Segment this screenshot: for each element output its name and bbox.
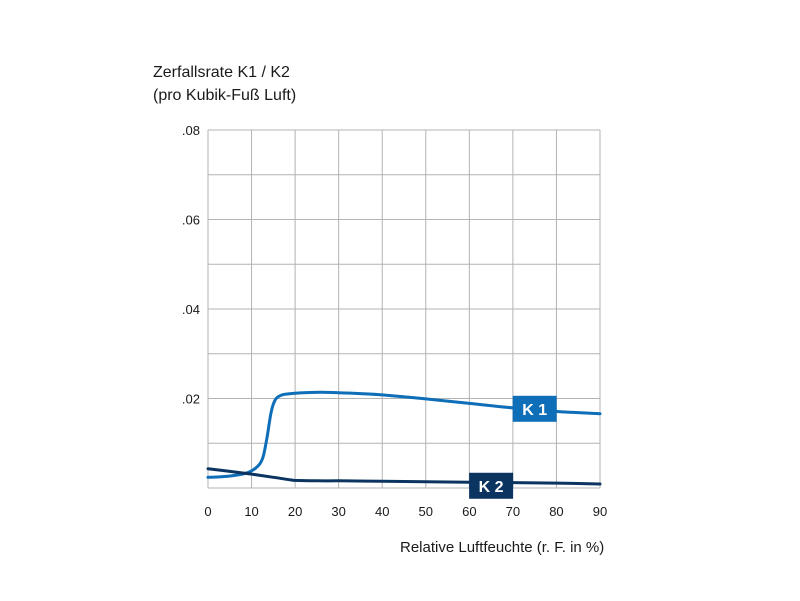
x-tick-labels: 0 10 20 30 40 50 60 70 80 90 (204, 504, 607, 519)
x-tick-label: 40 (375, 504, 389, 519)
x-tick-label: 30 (331, 504, 345, 519)
y-axis-title-line2: (pro Kubik-Fuß Luft) (153, 87, 297, 104)
x-tick-label: 90 (593, 504, 607, 519)
y-tick-labels: .02 .04 .06 .08 (182, 123, 200, 407)
y-axis-title: Zerfallsrate K1 / K2 (pro Kubik-Fuß Luft… (153, 61, 296, 107)
series-line-k1 (206, 390, 602, 479)
series-line-k2 (206, 467, 602, 486)
x-tick-label: 20 (288, 504, 302, 519)
x-tick-label: 80 (549, 504, 563, 519)
series-label-text: K 2 (479, 479, 504, 496)
series-labels: K 1 K 2 (469, 395, 557, 499)
x-tick-label: 70 (506, 504, 520, 519)
series-label-box (512, 395, 557, 422)
y-axis-title-line1: Zerfallsrate K1 / K2 (153, 64, 290, 81)
x-tick-label: 50 (419, 504, 433, 519)
x-tick-label: 60 (462, 504, 476, 519)
y-tick-label: .08 (182, 123, 200, 138)
series-label-k1: K 1 (512, 395, 557, 422)
series-label-k2: K 2 (469, 472, 514, 499)
x-axis-title: Relative Luftfeuchte (r. F. in %) (400, 539, 605, 556)
series-label-text: K 1 (522, 402, 547, 419)
y-tick-label: .04 (182, 302, 200, 317)
y-tick-label: .02 (182, 392, 200, 407)
y-tick-label: .06 (182, 213, 200, 228)
x-tick-label: 0 (204, 504, 211, 519)
series-label-box (469, 472, 514, 499)
x-tick-label: 10 (244, 504, 258, 519)
